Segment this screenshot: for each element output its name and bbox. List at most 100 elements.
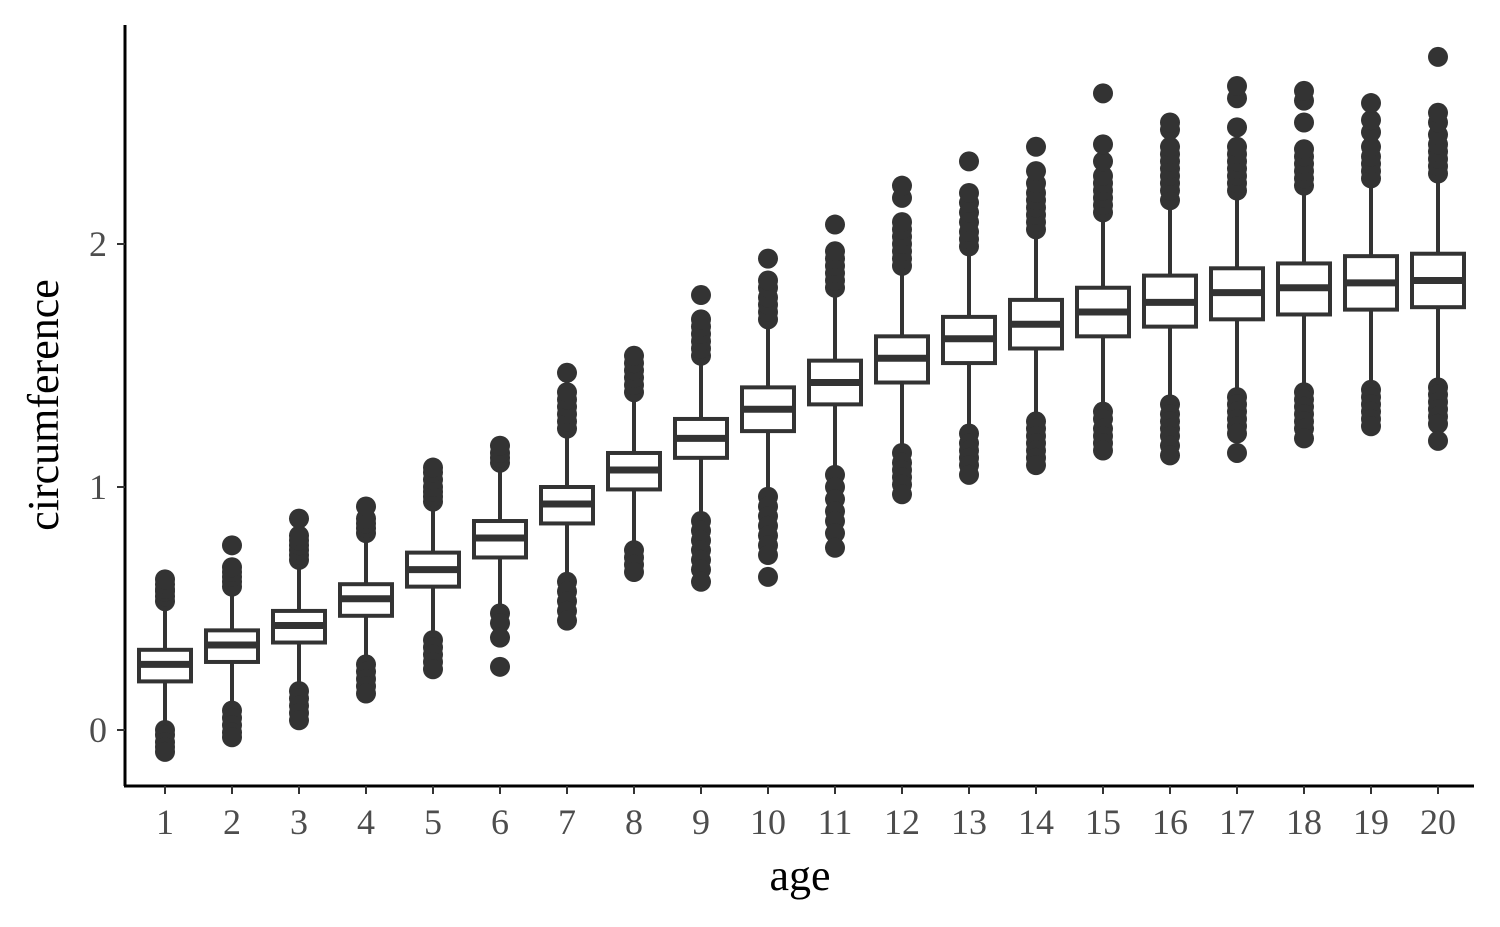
- x-tick-label: 5: [424, 802, 442, 842]
- outlier-point: [758, 566, 778, 587]
- outlier-point: [691, 309, 711, 330]
- outlier-point: [155, 569, 175, 590]
- box-group-age-19: [1343, 93, 1399, 437]
- outlier-point: [1093, 165, 1113, 186]
- outlier-point: [825, 214, 845, 235]
- box-group-age-10: [740, 248, 796, 587]
- box-group-age-6: [472, 435, 528, 677]
- outlier-point: [423, 457, 443, 478]
- outlier-point: [1093, 83, 1113, 104]
- outlier-point: [892, 175, 912, 196]
- x-tick-label: 6: [491, 802, 509, 842]
- outlier-point: [624, 562, 644, 583]
- outlier-point: [959, 182, 979, 203]
- outlier-point: [222, 557, 242, 578]
- outlier-point: [1160, 445, 1180, 466]
- box-group-age-13: [941, 151, 997, 485]
- outlier-point: [490, 656, 510, 677]
- x-tick-label: 4: [357, 802, 375, 842]
- box-group-age-17: [1209, 76, 1265, 463]
- outlier-point: [155, 741, 175, 762]
- outlier-point: [1093, 440, 1113, 461]
- outlier-point: [1428, 430, 1448, 451]
- box-group-age-8: [606, 345, 662, 583]
- outlier-point: [289, 525, 309, 546]
- x-axis-title: age: [769, 851, 830, 900]
- y-tick-label: 1: [89, 467, 107, 507]
- outlier-point: [1160, 112, 1180, 133]
- outlier-point: [1093, 151, 1113, 172]
- x-tick-label: 13: [951, 802, 987, 842]
- outlier-point: [222, 535, 242, 556]
- outlier-point: [825, 523, 845, 544]
- outlier-point: [1227, 442, 1247, 463]
- outlier-point: [959, 464, 979, 485]
- outlier-point: [1227, 136, 1247, 157]
- outlier-point: [1160, 136, 1180, 157]
- outlier-point: [289, 508, 309, 529]
- outlier-point: [825, 537, 845, 558]
- x-tick-label: 10: [750, 802, 786, 842]
- outlier-point: [1294, 112, 1314, 133]
- outlier-point: [1294, 80, 1314, 101]
- outlier-point: [1361, 93, 1381, 114]
- y-axis-title: circumference: [19, 279, 68, 531]
- outlier-point: [1026, 161, 1046, 182]
- y-axis: 0 1 2: [89, 25, 127, 786]
- outlier-point: [1093, 134, 1113, 155]
- x-tick-label: 2: [223, 802, 241, 842]
- outlier-point: [1294, 428, 1314, 449]
- outlier-point: [1361, 136, 1381, 157]
- outlier-point: [557, 610, 577, 631]
- outlier-point: [222, 727, 242, 748]
- box-group-age-20: [1410, 46, 1466, 451]
- outlier-point: [892, 484, 912, 505]
- outlier-point: [758, 248, 778, 269]
- x-tick-label: 12: [884, 802, 920, 842]
- outlier-point: [1361, 416, 1381, 437]
- outlier-point: [1227, 76, 1247, 97]
- x-tick-label: 1: [156, 802, 174, 842]
- box-group-age-14: [1008, 136, 1064, 476]
- outlier-point: [691, 571, 711, 592]
- outlier-point: [1428, 413, 1448, 434]
- box-group-age-9: [673, 285, 729, 592]
- boxes-layer: [137, 46, 1466, 762]
- box-group-age-7: [539, 362, 595, 631]
- x-tick-label: 20: [1420, 802, 1456, 842]
- box-group-age-16: [1142, 112, 1198, 466]
- x-tick-label: 14: [1018, 802, 1054, 842]
- box-group-age-12: [874, 175, 930, 505]
- x-tick-label: 19: [1353, 802, 1389, 842]
- outlier-point: [1361, 110, 1381, 131]
- outlier-point: [892, 212, 912, 233]
- outlier-point: [490, 435, 510, 456]
- outlier-point: [1428, 102, 1448, 123]
- outlier-point: [691, 285, 711, 306]
- outlier-point: [825, 241, 845, 262]
- box-group-age-1: [137, 569, 193, 762]
- y-tick-label: 2: [89, 224, 107, 264]
- outlier-point: [356, 496, 376, 517]
- outlier-point: [423, 659, 443, 680]
- box-group-age-15: [1075, 83, 1131, 461]
- outlier-point: [557, 382, 577, 403]
- outlier-point: [1227, 117, 1247, 138]
- outlier-point: [1428, 46, 1448, 67]
- box-group-age-3: [271, 508, 327, 731]
- x-tick-label: 15: [1085, 802, 1121, 842]
- outlier-point: [1294, 139, 1314, 160]
- outlier-point: [289, 710, 309, 731]
- box-group-age-5: [405, 457, 461, 680]
- outlier-point: [624, 345, 644, 366]
- box-group-age-4: [338, 496, 394, 704]
- outlier-point: [758, 270, 778, 291]
- outlier-point: [1227, 423, 1247, 444]
- x-axis: 1 2 3 4 5 6 7 8 9 10 11 12 13 14 15 16 17 18 19 20: [124, 784, 1474, 842]
- outlier-point: [356, 683, 376, 704]
- x-tick-label: 17: [1219, 802, 1255, 842]
- outlier-point: [959, 151, 979, 172]
- outlier-point: [1026, 136, 1046, 157]
- x-tick-label: 16: [1152, 802, 1188, 842]
